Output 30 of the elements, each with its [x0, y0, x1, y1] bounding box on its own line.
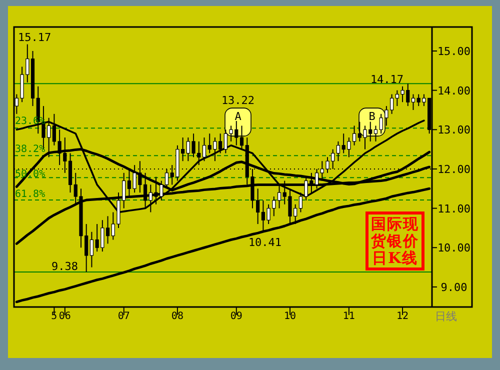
x-tick-label: 11: [342, 311, 355, 322]
x-tick-label: 06: [58, 311, 71, 322]
annotation: 13.22: [221, 94, 255, 107]
annotation: 38.2%: [15, 144, 46, 155]
y-tick-label: 12.00: [437, 162, 471, 176]
candlestick: [202, 137, 206, 162]
y-tick-label: 14.00: [437, 84, 471, 98]
x-tick-label: 10: [284, 311, 296, 322]
annotation: B: [368, 110, 376, 124]
annotation: 15.17: [18, 31, 52, 44]
text: 日线: [435, 310, 457, 323]
y-tick-label: 15.00: [437, 44, 471, 58]
candlestick: [336, 140, 340, 162]
x-tick-label: 08: [171, 311, 184, 322]
annotation: 9.38: [52, 260, 78, 273]
text: 国际现货银价日K线: [370, 215, 419, 267]
x-tick-label: 12: [396, 311, 409, 322]
annotation: 61.8%: [15, 189, 46, 200]
annotation: 10.41: [248, 236, 282, 249]
candlestick: [106, 216, 110, 244]
y-tick-label: 13.00: [437, 124, 471, 137]
y-tick-label: 11.00: [437, 202, 471, 216]
annotation: A: [234, 110, 242, 124]
y-tick-label: 10.00: [437, 242, 471, 255]
candlestick: [411, 94, 416, 110]
annotation: 14.17: [370, 73, 404, 86]
y-tick-label: 9.00: [440, 280, 468, 294]
candlestick: [277, 184, 282, 209]
x-tick-label: 09: [230, 311, 242, 322]
x-tick-label: 07: [118, 311, 130, 322]
